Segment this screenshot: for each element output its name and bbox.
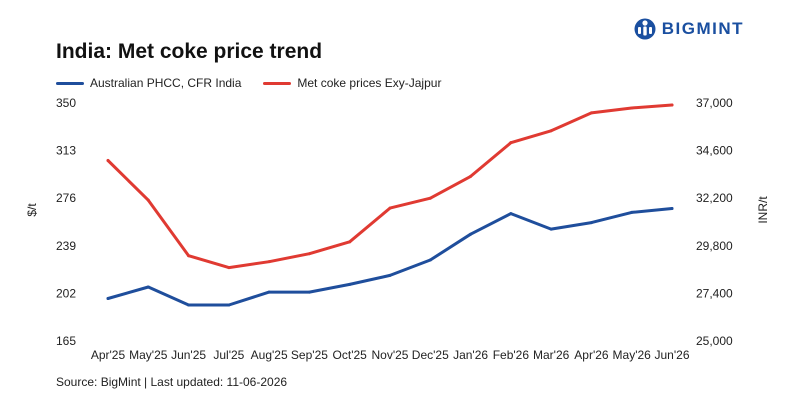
- data-point-metcoke: [509, 141, 513, 145]
- x-tick-label: Apr'26: [574, 348, 609, 362]
- left-tick-label: 165: [56, 334, 76, 348]
- left-axis-label: $/t: [25, 203, 39, 217]
- left-tick-label: 276: [56, 191, 76, 205]
- x-tick-label: May'25: [129, 348, 168, 362]
- data-point-metcoke: [670, 103, 674, 107]
- right-tick-label: 37,000: [696, 96, 733, 110]
- x-tick-label: Aug'25: [251, 348, 288, 362]
- chart-title: India: Met coke price trend: [56, 40, 323, 63]
- data-point-phcc: [227, 303, 231, 307]
- x-tick-label: Jun'26: [655, 348, 690, 362]
- x-tick-label: Jun'25: [171, 348, 206, 362]
- x-tick-label: Mar'26: [533, 348, 570, 362]
- data-point-metcoke: [227, 266, 231, 270]
- data-point-phcc: [670, 206, 674, 210]
- chart-legend: Australian PHCC, CFR India Met coke pric…: [56, 76, 441, 90]
- legend-label-metcoke: Met coke prices Exy-Jajpur: [297, 76, 442, 90]
- data-point-phcc: [146, 285, 150, 289]
- x-tick-label: Feb'26: [493, 348, 530, 362]
- brand-name: BIGMINT: [661, 19, 744, 38]
- data-point-metcoke: [589, 111, 593, 115]
- data-point-metcoke: [469, 174, 473, 178]
- right-tick-label: 27,400: [696, 286, 733, 300]
- series-line-metcoke: [106, 103, 674, 270]
- data-point-metcoke: [630, 106, 634, 110]
- brand-logo: BIGMINT: [634, 16, 744, 42]
- data-point-phcc: [187, 303, 191, 307]
- x-tick-label: Apr'25: [91, 348, 126, 362]
- data-point-phcc: [589, 221, 593, 225]
- data-point-phcc: [388, 273, 392, 277]
- data-point-metcoke: [187, 254, 191, 258]
- data-point-phcc: [469, 232, 473, 236]
- data-point-metcoke: [388, 206, 392, 210]
- legend-item-phcc: Australian PHCC, CFR India: [56, 76, 241, 90]
- data-point-phcc: [509, 212, 513, 216]
- x-tick-label: May'26: [613, 348, 652, 362]
- left-tick-label: 350: [56, 96, 76, 110]
- data-point-metcoke: [146, 198, 150, 202]
- right-tick-label: 29,800: [696, 239, 733, 253]
- data-point-phcc: [630, 210, 634, 214]
- legend-swatch-metcoke: [263, 81, 292, 85]
- right-tick-label: 34,600: [696, 144, 733, 158]
- legend-item-metcoke: Met coke prices Exy-Jajpur: [263, 76, 441, 90]
- left-tick-label: 202: [56, 286, 76, 300]
- legend-label-phcc: Australian PHCC, CFR India: [90, 76, 242, 90]
- legend-swatch-phcc: [56, 81, 84, 85]
- data-point-metcoke: [267, 260, 271, 264]
- data-point-metcoke: [106, 159, 110, 163]
- left-tick-label: 313: [56, 144, 76, 158]
- data-point-phcc: [106, 297, 110, 301]
- x-tick-label: Jul'25: [213, 348, 244, 362]
- x-tick-label: Sep'25: [291, 348, 328, 362]
- data-point-phcc: [549, 227, 553, 231]
- data-point-metcoke: [428, 196, 432, 200]
- data-point-phcc: [428, 258, 432, 262]
- x-tick-label: Jan'26: [453, 348, 488, 362]
- data-point-phcc: [348, 282, 352, 286]
- left-tick-label: 239: [56, 239, 76, 253]
- bigmint-logo-icon: [634, 18, 656, 40]
- x-tick-label: Oct'25: [333, 348, 368, 362]
- x-tick-label: Nov'25: [372, 348, 409, 362]
- data-point-phcc: [307, 290, 311, 294]
- source-note: Source: BigMint | Last updated: 11-06-20…: [56, 375, 288, 389]
- data-point-metcoke: [549, 129, 553, 133]
- data-point-metcoke: [348, 240, 352, 244]
- data-point-phcc: [267, 290, 271, 294]
- right-tick-label: 25,000: [696, 334, 733, 348]
- data-point-metcoke: [307, 252, 311, 256]
- right-axis-label: INR/t: [756, 196, 770, 224]
- right-tick-label: 32,200: [696, 191, 733, 205]
- x-tick-label: Dec'25: [412, 348, 449, 362]
